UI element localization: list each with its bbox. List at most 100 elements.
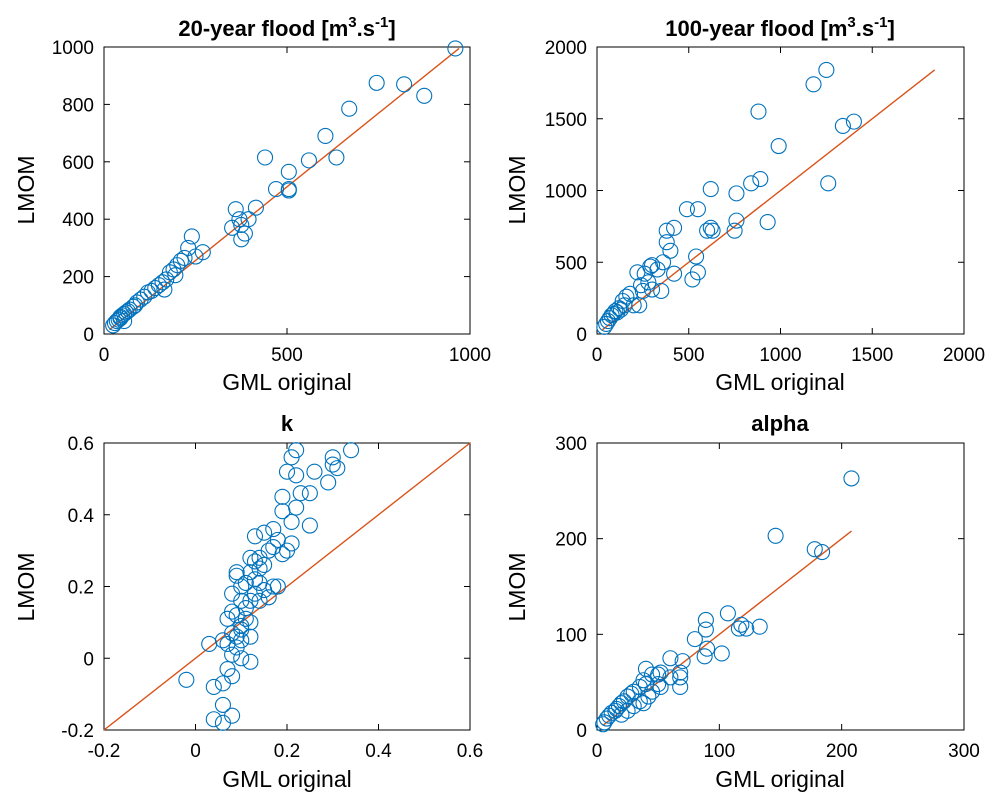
data-point	[770, 137, 787, 155]
data-point	[702, 181, 719, 198]
data-point	[696, 648, 713, 665]
data-point	[843, 470, 860, 487]
data-point	[652, 664, 669, 681]
y-tick-label: -0.2	[61, 721, 94, 742]
data-point	[704, 222, 721, 239]
x-tick-label: 1500	[851, 345, 893, 366]
data-point	[256, 524, 273, 541]
panel-k: -0.2 0 0.2 0.4 0.6 -0.2 0 0.2 0.4 0.6 k GML origi…	[13, 411, 483, 792]
data-point	[242, 549, 259, 566]
x-tick-label: 0	[190, 741, 201, 762]
data-point	[625, 297, 642, 314]
data-point	[242, 653, 259, 670]
data-point	[260, 542, 277, 559]
data-point	[219, 635, 236, 652]
data-point	[750, 103, 767, 120]
y-tick-label: 200	[62, 268, 94, 289]
data-point	[233, 617, 250, 635]
scatter-points	[105, 40, 464, 334]
tick-labels: 0 100 200 300 0 100 200 300	[555, 434, 980, 762]
y-axis-label: LMOM	[504, 156, 530, 225]
data-point	[106, 315, 124, 332]
y-tick-label: 500	[555, 253, 587, 274]
data-point	[666, 265, 683, 282]
data-point	[320, 474, 337, 491]
scatter-points	[595, 470, 860, 733]
x-tick-label: 0.2	[274, 741, 300, 762]
data-point	[396, 76, 413, 93]
data-point	[806, 541, 823, 558]
y-tick-label: 1500	[545, 110, 587, 131]
data-point	[324, 449, 341, 466]
y-tick-label: 0	[83, 649, 94, 670]
data-point	[233, 216, 250, 233]
data-point	[247, 199, 264, 216]
data-point	[814, 544, 831, 561]
reference-line	[602, 69, 936, 331]
data-point	[172, 252, 189, 269]
data-point	[300, 152, 318, 169]
data-point	[672, 678, 689, 696]
x-axis-label: GML original	[715, 369, 845, 395]
data-point	[730, 620, 747, 637]
data-point	[636, 265, 653, 282]
data-point	[653, 282, 670, 300]
data-point	[219, 610, 236, 627]
data-point	[317, 127, 334, 145]
data-point	[447, 40, 464, 57]
data-point	[658, 222, 675, 239]
y-tick-label: 0	[83, 325, 94, 346]
data-point	[598, 710, 615, 727]
data-point	[228, 564, 245, 581]
data-point	[743, 175, 760, 192]
x-tick-label: 1000	[449, 345, 491, 366]
data-point	[156, 281, 173, 298]
data-point	[251, 592, 268, 609]
data-point	[324, 456, 341, 473]
data-point	[205, 678, 222, 696]
y-tick-label: 0.2	[68, 578, 94, 599]
y-tick-label: 1000	[545, 182, 587, 203]
data-point	[625, 683, 642, 700]
data-point	[416, 87, 433, 104]
data-point	[629, 264, 646, 281]
x-tick-label: 0	[592, 741, 603, 762]
data-point	[256, 556, 273, 574]
data-point	[596, 714, 613, 731]
x-tick-label: 0.6	[457, 741, 483, 762]
data-point	[227, 201, 244, 218]
data-point	[242, 614, 259, 631]
data-point	[752, 170, 769, 188]
data-point	[274, 546, 291, 563]
y-axis-label: LMOM	[13, 553, 39, 622]
data-point	[110, 311, 127, 328]
data-point	[658, 234, 675, 251]
data-point	[662, 669, 679, 686]
y-tick-label: 300	[555, 434, 587, 455]
tick-labels: 0 500 1000 1500 2000 0 500 1000 1500 2000	[545, 38, 985, 366]
data-point	[292, 485, 309, 502]
data-point	[678, 201, 695, 218]
x-tick-label: 300	[948, 741, 980, 762]
data-point	[672, 669, 689, 686]
data-point	[329, 460, 346, 477]
y-tick-label: 200	[555, 530, 587, 551]
y-tick-label: 400	[62, 210, 94, 231]
tick-labels: 0 500 1000 0 200 400 600 800 1000	[52, 38, 491, 366]
reference-line	[103, 442, 471, 731]
scatter-points	[178, 442, 360, 731]
plot-area	[596, 442, 965, 731]
data-point	[666, 219, 683, 236]
data-point	[306, 463, 323, 480]
data-point	[233, 650, 250, 667]
data-point	[187, 248, 204, 265]
data-point	[631, 678, 648, 696]
data-point	[728, 185, 745, 202]
data-point	[231, 211, 248, 228]
data-point	[613, 706, 630, 723]
data-point	[368, 74, 385, 91]
data-point	[726, 222, 743, 239]
x-tick-label: 0	[99, 345, 110, 366]
